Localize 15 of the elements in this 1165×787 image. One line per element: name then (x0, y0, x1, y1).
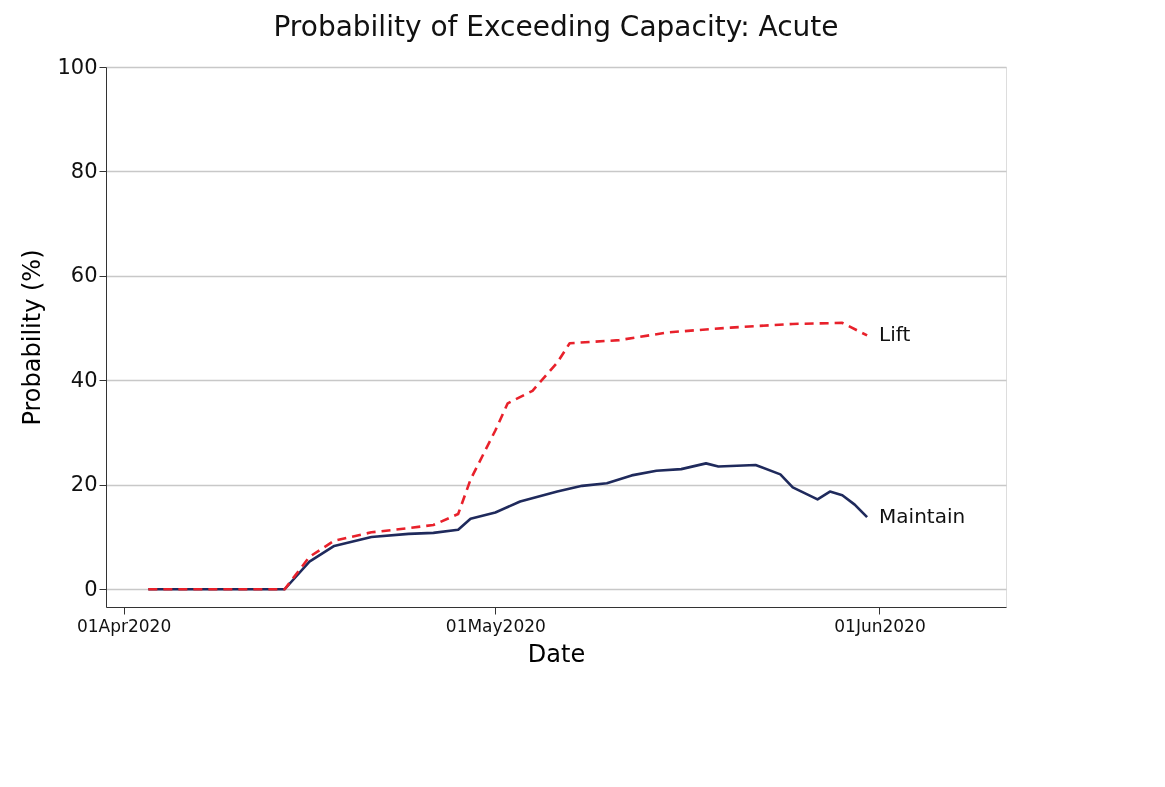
y-tick-label: 0 (84, 576, 98, 601)
x-axis-title: Date (527, 639, 586, 668)
y-tick-label: 20 (70, 472, 98, 497)
series-label: Lift (879, 322, 911, 347)
x-tick-label: 01Apr2020 (76, 615, 172, 636)
x-tick-label: 01Jun2020 (834, 615, 926, 636)
y-axis-title: Probability (%) (18, 249, 47, 426)
series-label: Maintain (879, 504, 966, 529)
y-tick-label: 100 (57, 54, 98, 79)
chart-title: Probability of Exceeding Capacity: Acute (273, 10, 839, 43)
y-tick-label: 60 (70, 263, 98, 288)
y-tick-label: 80 (70, 158, 98, 183)
x-tick-label: 01May2020 (445, 615, 546, 636)
y-tick-label: 40 (70, 367, 98, 392)
line-series (147, 321, 869, 591)
